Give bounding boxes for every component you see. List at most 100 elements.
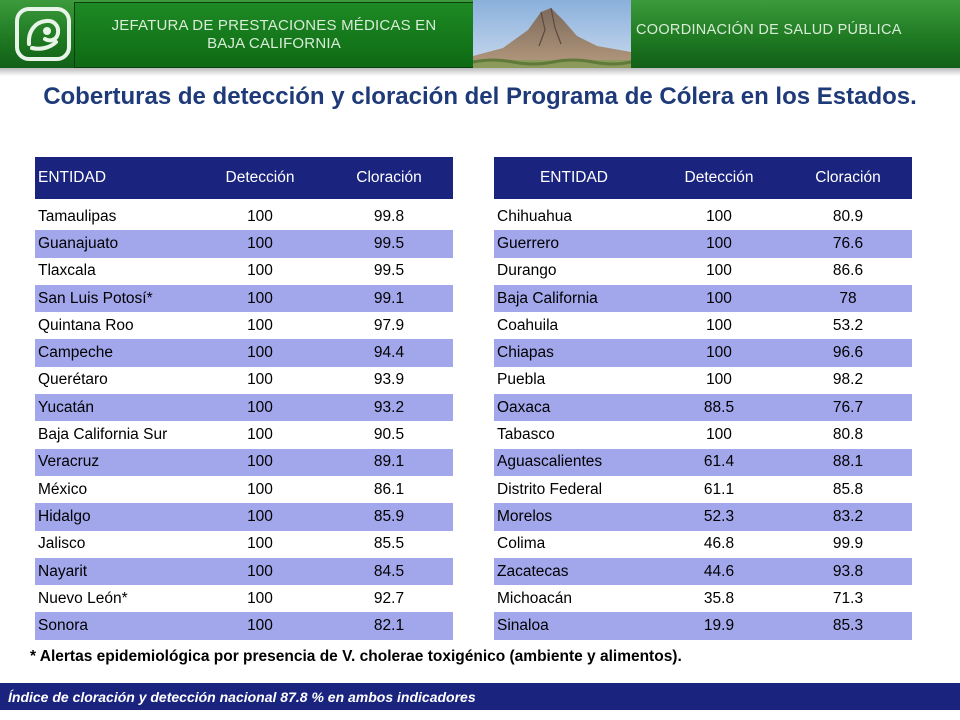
- table-row: Tabasco 100 80.8: [494, 421, 912, 448]
- cell-entidad: Baja California Sur: [38, 426, 168, 444]
- table-row: Chiapas 100 96.6: [494, 339, 912, 367]
- cell-cloracion: 93.9: [373, 371, 405, 389]
- cell-entidad: Chiapas: [497, 344, 554, 362]
- cell-entidad: Baja California: [497, 289, 598, 307]
- cell-cloracion: 96.6: [832, 344, 864, 362]
- department-title-box: JEFATURA DE PRESTACIONES MÉDICAS EN BAJA…: [74, 2, 474, 68]
- cell-deteccion: 100: [706, 234, 732, 252]
- cell-deteccion: 52.3: [703, 507, 735, 525]
- table-row: Distrito Federal 61.1 85.8: [494, 476, 912, 503]
- cell-cloracion: 86.6: [832, 262, 864, 280]
- column-header-cloracion: Cloración: [815, 169, 881, 186]
- cell-cloracion: 99.9: [832, 535, 864, 553]
- cell-cloracion: 88.1: [832, 453, 864, 471]
- table-row: Colima 46.8 99.9: [494, 531, 912, 558]
- table-row: Baja California Sur 100 90.5: [35, 421, 453, 448]
- cell-cloracion: 53.2: [832, 316, 864, 334]
- cell-deteccion: 100: [247, 453, 273, 471]
- cell-cloracion: 98.2: [832, 371, 864, 389]
- cell-deteccion: 100: [247, 507, 273, 525]
- cell-cloracion: 85.9: [373, 507, 405, 525]
- table-row: Sinaloa 19.9 85.3: [494, 612, 912, 640]
- cell-cloracion: 78: [839, 289, 857, 307]
- mountain-landscape-image: [472, 0, 632, 68]
- cell-entidad: Coahuila: [497, 316, 559, 334]
- coverage-table-right: ENTIDAD Detección Cloración Chihuahua 100…: [494, 157, 912, 640]
- cell-entidad: Querétaro: [38, 371, 108, 389]
- cell-cloracion: 76.7: [832, 398, 864, 416]
- table-row: Nayarit 100 84.5: [35, 557, 453, 586]
- cell-deteccion: 100: [247, 426, 273, 444]
- table-row: México 100 86.1: [35, 476, 453, 503]
- cell-entidad: Sonora: [38, 617, 88, 635]
- table-row: Yucatán 100 93.2: [35, 394, 453, 422]
- table-body: Chihuahua 100 80.9 Guerrero 100 76.6 Durango 10…: [494, 203, 912, 640]
- cell-deteccion: 100: [706, 207, 732, 225]
- cell-deteccion: 100: [247, 535, 273, 553]
- cell-cloracion: 93.8: [832, 562, 864, 580]
- coverage-table-left: ENTIDAD Detección Cloración Tamaulipas 10…: [35, 157, 453, 640]
- cell-deteccion: 19.9: [703, 617, 735, 635]
- cell-cloracion: 94.4: [373, 344, 405, 362]
- cell-cloracion: 99.5: [373, 234, 405, 252]
- table-row: Quintana Roo 100 97.9: [35, 312, 453, 339]
- cell-entidad: Durango: [497, 262, 557, 280]
- cell-entidad: Tabasco: [497, 426, 555, 444]
- cell-cloracion: 93.2: [373, 398, 405, 416]
- cell-deteccion: 100: [706, 371, 732, 389]
- page-title: Coberturas de detección y cloración del …: [43, 83, 917, 110]
- cell-cloracion: 85.8: [832, 480, 864, 498]
- cell-entidad: Quintana Roo: [38, 316, 134, 334]
- table-row: Michoacán 35.8 71.3: [494, 585, 912, 612]
- cell-entidad: Oaxaca: [497, 398, 551, 416]
- cell-cloracion: 99.1: [373, 289, 405, 307]
- table-row: Nuevo León* 100 92.7: [35, 585, 453, 612]
- cell-deteccion: 100: [706, 262, 732, 280]
- cell-cloracion: 83.2: [832, 507, 864, 525]
- table-row: Aguascalientes 61.4 88.1: [494, 448, 912, 476]
- cell-cloracion: 80.9: [832, 207, 864, 225]
- cell-cloracion: 90.5: [373, 426, 405, 444]
- cell-deteccion: 88.5: [703, 398, 735, 416]
- cell-deteccion: 100: [247, 289, 273, 307]
- cell-entidad: Yucatán: [38, 398, 95, 416]
- table-row: Morelos 52.3 83.2: [494, 503, 912, 531]
- cell-cloracion: 84.5: [373, 562, 405, 580]
- cell-entidad: Aguascalientes: [497, 453, 603, 471]
- cell-deteccion: 35.8: [703, 589, 735, 607]
- cell-cloracion: 71.3: [832, 589, 864, 607]
- column-header-deteccion: Detección: [225, 169, 295, 186]
- cell-deteccion: 100: [247, 207, 273, 225]
- department-title-line1: JEFATURA DE PRESTACIONES MÉDICAS EN: [111, 17, 437, 34]
- cell-cloracion: 82.1: [373, 617, 405, 635]
- table-row: San Luis Potosí* 100 99.1: [35, 284, 453, 313]
- cell-entidad: Tlaxcala: [38, 262, 96, 280]
- cell-entidad: Nayarit: [38, 562, 88, 580]
- table-body: Tamaulipas 100 99.8 Guanajuato 100 99.5 Tlaxca…: [35, 203, 453, 640]
- cell-cloracion: 85.5: [373, 535, 405, 553]
- table-row: Querétaro 100 93.9: [35, 367, 453, 394]
- table-row: Hidalgo 100 85.9: [35, 503, 453, 531]
- table-row: Campeche 100 94.4: [35, 339, 453, 367]
- cell-entidad: Morelos: [497, 507, 553, 525]
- department-title: JEFATURA DE PRESTACIONES MÉDICAS EN BAJA…: [112, 17, 437, 53]
- cell-deteccion: 61.1: [703, 480, 735, 498]
- table-header: ENTIDAD Detección Cloración: [35, 157, 453, 199]
- cell-deteccion: 100: [247, 371, 273, 389]
- cell-deteccion: 100: [706, 289, 732, 307]
- cell-cloracion: 99.5: [373, 262, 405, 280]
- header-band: JEFATURA DE PRESTACIONES MÉDICAS EN BAJA…: [0, 0, 960, 68]
- cell-deteccion: 100: [247, 398, 273, 416]
- header-shadow: [0, 68, 960, 76]
- cell-cloracion: 97.9: [373, 316, 405, 334]
- imss-logo-icon: [14, 6, 72, 62]
- table-row: Guanajuato 100 99.5: [35, 230, 453, 258]
- footnote: * Alertas epidemiológica por presencia d…: [30, 648, 682, 665]
- cell-cloracion: 92.7: [373, 589, 405, 607]
- cell-entidad: Campeche: [38, 344, 113, 362]
- cell-cloracion: 85.3: [832, 617, 864, 635]
- cell-deteccion: 100: [247, 617, 273, 635]
- cell-entidad: Michoacán: [497, 589, 572, 607]
- table-row: Coahuila 100 53.2: [494, 312, 912, 339]
- cell-deteccion: 100: [247, 262, 273, 280]
